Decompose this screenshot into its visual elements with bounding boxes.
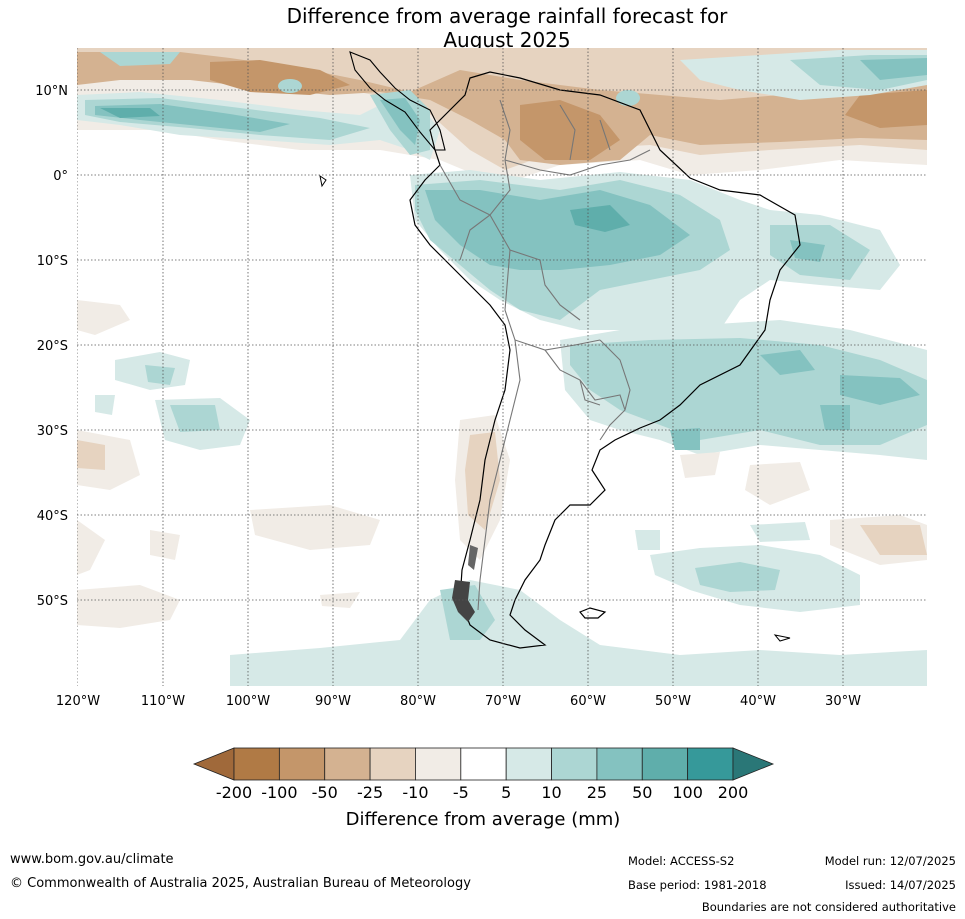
lon-label-110w: 110°W [141,694,185,709]
map-plot-area [77,48,927,686]
footer-disclaimer: Boundaries are not considered authoritat… [701,900,956,914]
colorbar-tick-label: 5 [501,783,511,802]
colorbar-cell [415,747,462,781]
colorbar-title: Difference from average (mm) [346,809,621,830]
colorbar-tick-label: 100 [672,783,703,802]
lat-label-0: 0° [53,169,68,184]
footer-base-period: Base period: 1981-2018 [628,878,767,892]
colorbar-cell [278,747,326,781]
colorbar-tick-label: 10 [541,783,561,802]
colorbar-tick-label: -10 [402,783,428,802]
colorbar-cell [551,747,598,781]
colorbar-cell [460,747,507,781]
title-line-1: Difference from average rainfall forecas… [286,4,728,28]
lon-label-100w: 100°W [226,694,270,709]
footer-copyright: © Commonwealth of Australia 2025, Austra… [10,876,471,891]
map-title: Difference from average rainfall forecas… [0,4,965,52]
lon-label-60w: 60°W [570,694,606,709]
colorbar-cell [687,747,734,781]
colorbar-right-arrow [732,747,775,781]
colorbar-cell [505,747,552,781]
lat-label-50s: 50°S [37,594,68,609]
lat-label-10n: 10°N [35,84,68,99]
central-america-landmass [349,51,446,151]
lat-label-40s: 40°S [37,509,68,524]
colorbar-cell [324,747,371,781]
graticule [77,48,927,686]
lon-label-120w: 120°W [56,694,100,709]
colorbar-tick-label: 25 [587,783,607,802]
colorbar-cell [641,747,689,781]
colorbar-tick-label: 200 [718,783,749,802]
colorbar-tick-label: 50 [632,783,652,802]
lon-label-50w: 50°W [655,694,691,709]
colorbar-tick-label: -25 [357,783,383,802]
colorbar: -200 -100 -50 -25 -10 -5 5 10 25 50 100 200 Differe… [192,747,775,830]
south-america-landmass [409,71,801,649]
lat-label-20s: 20°S [37,339,68,354]
colorbar-tick-label: -50 [312,783,338,802]
footer-issued: Issued: 14/07/2025 [845,878,956,892]
colorbar-tick-label: -200 [216,783,252,802]
lon-label-30w: 30°W [825,694,861,709]
lon-label-70w: 70°W [485,694,521,709]
colorbar-cell [596,747,643,781]
colorbar-tick-label: -5 [453,783,469,802]
lat-label-30s: 30°S [37,424,68,439]
footer-url[interactable]: www.bom.gov.au/climate [10,852,174,867]
colorbar-tick-label: -100 [261,783,297,802]
colorbar-cell [233,747,280,781]
colorbar-cell [369,747,416,781]
colorbar-left-arrow [192,747,235,781]
lon-label-80w: 80°W [400,694,436,709]
footer-model: Model: ACCESS-S2 [628,854,735,868]
lat-label-10s: 10°S [37,254,68,269]
lon-label-90w: 90°W [315,694,351,709]
lon-label-40w: 40°W [740,694,776,709]
footer-model-run: Model run: 12/07/2025 [824,854,956,868]
